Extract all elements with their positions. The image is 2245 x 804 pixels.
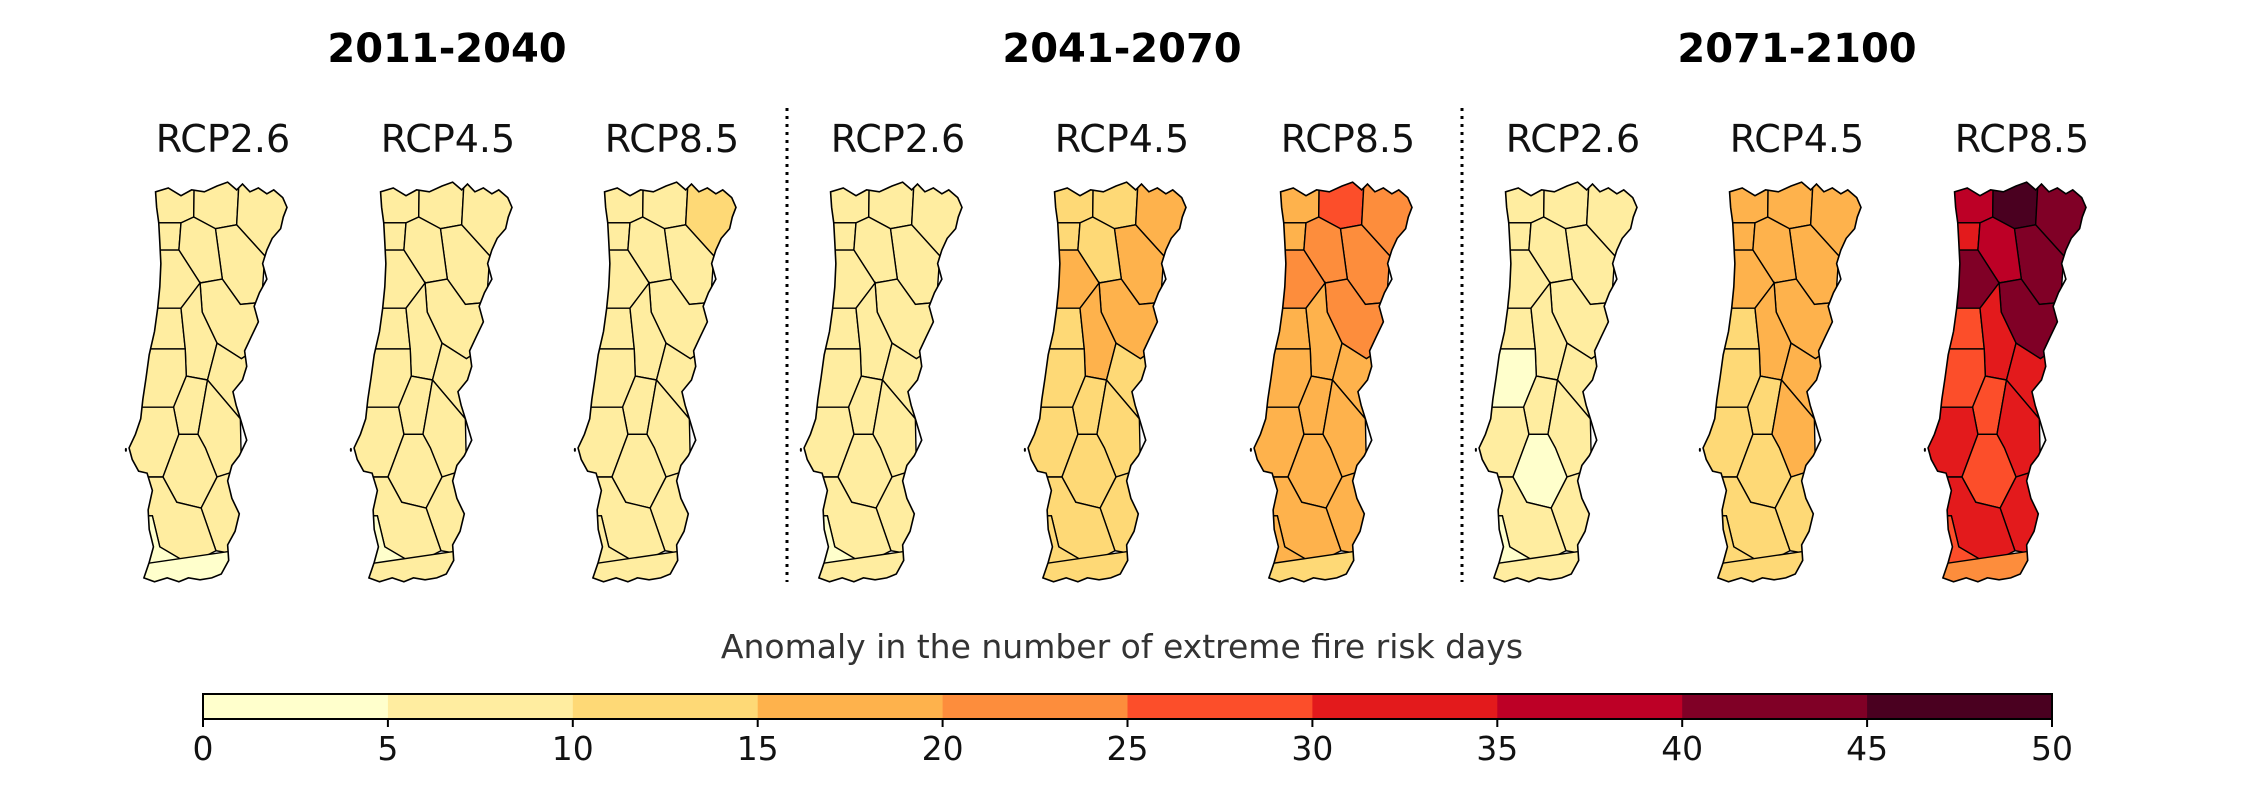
colorbar-bin-3 [757,694,944,719]
district-5 [1479,223,1531,250]
district-20 [1479,547,1611,582]
colorbar-tick-label: 30 [1291,729,1333,768]
map-2011-2040-RCP85 [573,176,747,593]
scenario-title-p1-rcp45: RCP4.5 [381,117,515,161]
map-2011-2040-RCP26 [124,176,298,593]
colorbar-bin-0 [203,694,389,719]
colorbar-bin-8 [1682,694,1868,719]
district-5 [1254,223,1306,250]
colorbar-bin-9 [1867,694,2053,719]
district-20 [1254,547,1386,582]
period-title-2071-2100: 2071-2100 [1677,26,1916,72]
scenario-title-p1-rcp85: RCP8.5 [605,117,739,161]
maps-layer [124,176,2097,593]
district-20 [1028,547,1160,582]
colorbar-tick-label: 10 [552,729,594,768]
colorbar-tick-label: 50 [2031,729,2073,768]
scenario-title-p3-rcp85: RCP8.5 [1955,117,2089,161]
map-2071-2100-RCP26 [1474,176,1648,593]
islet-marker [1474,447,1477,452]
district-20 [354,547,486,582]
district-5 [129,223,181,250]
district-5 [578,223,630,250]
district-1 [1703,182,1768,223]
islet-marker [1023,447,1026,452]
colorbar-tick-label: 5 [377,729,398,768]
district-1 [129,182,194,223]
country-outline [1254,182,1412,582]
colorbar-tick-label: 35 [1476,729,1518,768]
colorbar-bin-2 [572,694,759,719]
colorbar-tick-label: 20 [922,729,964,768]
scenario-title-p2-rcp45: RCP4.5 [1055,117,1189,161]
scenario-title-p1-rcp26: RCP2.6 [156,117,290,161]
district-5 [1028,223,1080,250]
district-5 [804,223,856,250]
map-2071-2100-RCP45 [1698,176,1872,593]
map-2041-2070-RCP45 [1023,176,1197,593]
colorbar-tick-label: 45 [1846,729,1888,768]
map-2041-2070-RCP85 [1249,176,1423,593]
country-outline [1479,182,1637,582]
district-20 [578,547,710,582]
district-20 [129,547,261,582]
colorbar-bin-5 [1127,694,1313,719]
scenario-title-p2-rcp85: RCP8.5 [1281,117,1415,161]
colorbar: 0 5 10 15 20 25 30 35 40 45 50 [193,693,2073,768]
colorbar-title: Anomaly in the number of extreme fire ri… [721,627,1523,666]
district-20 [1703,547,1835,582]
district-1 [1028,182,1093,223]
country-outline [1928,182,2086,582]
map-2041-2070-RCP26 [799,176,973,593]
islet-marker [1698,447,1701,452]
period-title-2011-2040: 2011-2040 [327,26,566,72]
country-outline [1028,182,1186,582]
scenario-title-p2-rcp26: RCP2.6 [831,117,965,161]
colorbar-bin-1 [387,694,574,719]
district-1 [1928,182,1993,223]
colorbar-tick-label: 15 [737,729,779,768]
district-5 [1703,223,1755,250]
islet-marker [349,447,352,452]
district-20 [804,547,936,582]
district-1 [1479,182,1544,223]
district-5 [354,223,406,250]
district-1 [1254,182,1319,223]
country-outline [354,182,512,582]
islet-marker [799,447,802,452]
country-outline [129,182,287,582]
islet-marker [1249,447,1252,452]
colorbar-bin-6 [1312,694,1498,719]
country-outline [1703,182,1861,582]
district-1 [804,182,869,223]
colorbar-bin-4 [942,694,1128,719]
district-20 [1928,547,2060,582]
period-title-2041-2070: 2041-2070 [1002,26,1241,72]
islet-marker [124,447,127,452]
district-1 [578,182,643,223]
map-2071-2100-RCP85 [1923,176,2097,593]
islet-marker [1923,447,1926,452]
map-2011-2040-RCP45 [349,176,523,593]
colorbar-bin-7 [1497,694,1683,719]
colorbar-tick-label: 40 [1661,729,1703,768]
country-outline [578,182,736,582]
scenario-title-p3-rcp45: RCP4.5 [1730,117,1864,161]
colorbar-tick-label: 0 [193,729,214,768]
colorbar-tick-label: 25 [1107,729,1149,768]
district-5 [1928,223,1980,250]
district-1 [354,182,419,223]
islet-marker [573,447,576,452]
country-outline [804,182,962,582]
scenario-title-p3-rcp26: RCP2.6 [1506,117,1640,161]
